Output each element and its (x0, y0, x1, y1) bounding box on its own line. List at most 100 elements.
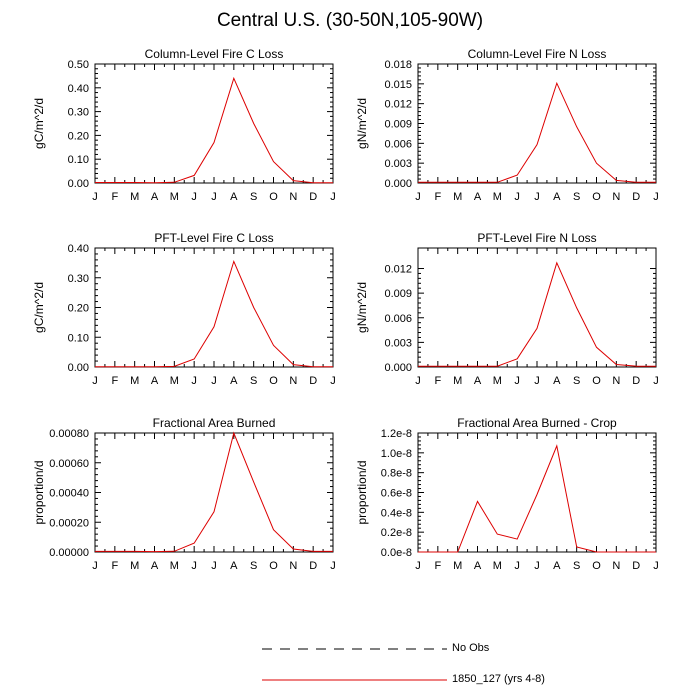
y-tick-label: 0.00040 (49, 488, 89, 500)
plot-frame (94, 432, 334, 553)
y-axis-label: proportion/d (355, 460, 369, 524)
y-tick-label: 0.40 (68, 243, 89, 255)
x-tick-label: S (250, 375, 257, 387)
series-line (418, 444, 656, 553)
x-tick-label: J (92, 560, 98, 572)
y-tick-label: 0.4e-8 (381, 507, 412, 519)
x-tick-label: O (592, 560, 601, 572)
x-tick-label: J (653, 191, 659, 203)
y-tick-label: 0.00000 (49, 547, 89, 559)
x-tick-label: M (453, 191, 462, 203)
x-tick-label: A (553, 375, 561, 387)
y-tick-label: 0.00 (68, 362, 89, 374)
x-tick-label: D (632, 375, 640, 387)
y-axis-label: gN/m^2/d (355, 98, 369, 149)
y-axis-label: proportion/d (32, 460, 46, 524)
y-tick-label: 0.000 (384, 362, 412, 374)
x-tick-label: F (434, 191, 441, 203)
x-tick-label: A (474, 560, 482, 572)
x-tick-label: M (130, 560, 139, 572)
x-tick-label: J (534, 375, 540, 387)
x-tick-label: J (191, 560, 197, 572)
y-tick-label: 0.30 (68, 273, 89, 285)
x-tick-label: A (553, 191, 561, 203)
y-tick-label: 0.0e-8 (381, 547, 412, 559)
x-tick-label: S (250, 560, 257, 572)
y-tick-label: 0.009 (384, 119, 412, 131)
y-tick-label: 0.015 (384, 79, 412, 91)
y-tick-label: 0.012 (384, 99, 412, 111)
x-tick-label: M (493, 560, 502, 572)
x-tick-label: O (269, 560, 278, 572)
x-tick-label: A (553, 560, 561, 572)
x-tick-label: N (289, 375, 297, 387)
x-tick-label: M (170, 560, 179, 572)
x-tick-label: O (592, 191, 601, 203)
x-tick-label: D (309, 560, 317, 572)
x-tick-label: O (269, 191, 278, 203)
y-tick-label: 0.006 (384, 138, 412, 150)
x-tick-label: J (191, 191, 197, 203)
x-tick-label: M (493, 375, 502, 387)
x-tick-label: J (514, 560, 520, 572)
x-tick-label: M (130, 375, 139, 387)
x-tick-label: N (612, 560, 620, 572)
y-tick-label: 0.00080 (49, 428, 89, 440)
series-line (95, 76, 333, 184)
chart-title: Column-Level Fire C Loss (145, 47, 284, 61)
y-tick-label: 0.009 (384, 288, 412, 300)
x-tick-label: D (309, 375, 317, 387)
series-line (95, 259, 333, 368)
y-tick-label: 0.10 (68, 332, 89, 344)
x-tick-label: M (493, 191, 502, 203)
y-tick-label: 0.10 (68, 154, 89, 166)
y-tick-label: 0.20 (68, 303, 89, 315)
x-tick-label: F (434, 375, 441, 387)
x-tick-label: J (330, 375, 336, 387)
x-tick-label: A (474, 375, 482, 387)
x-tick-label: N (612, 191, 620, 203)
x-tick-label: A (230, 375, 238, 387)
x-tick-label: F (111, 375, 118, 387)
y-axis-label: gN/m^2/d (355, 282, 369, 333)
x-tick-label: J (415, 191, 421, 203)
x-tick-label: J (514, 191, 520, 203)
x-tick-label: M (130, 191, 139, 203)
x-tick-label: M (170, 191, 179, 203)
x-tick-label: A (230, 560, 238, 572)
x-tick-label: N (289, 560, 297, 572)
x-tick-label: M (453, 375, 462, 387)
x-tick-label: J (211, 191, 217, 203)
x-tick-label: A (151, 560, 159, 572)
y-tick-label: 0.2e-8 (381, 527, 412, 539)
chart-title: Column-Level Fire N Loss (468, 47, 607, 61)
x-tick-label: N (289, 191, 297, 203)
plot-frame (417, 63, 657, 184)
page-title: Central U.S. (30-50N,105-90W) (216, 10, 484, 31)
y-tick-label: 0.00020 (49, 517, 89, 529)
y-tick-label: 0.006 (384, 313, 412, 325)
y-tick-label: 0.6e-8 (381, 488, 412, 500)
x-tick-label: S (573, 560, 580, 572)
x-tick-label: J (653, 375, 659, 387)
x-tick-label: J (415, 560, 421, 572)
x-tick-label: J (92, 375, 98, 387)
x-tick-label: J (211, 375, 217, 387)
x-tick-label: D (632, 560, 640, 572)
x-tick-label: O (269, 375, 278, 387)
y-tick-label: 0.8e-8 (381, 468, 412, 480)
y-tick-label: 0.018 (384, 59, 412, 71)
x-tick-label: F (111, 191, 118, 203)
y-tick-label: 0.20 (68, 130, 89, 142)
x-tick-label: J (534, 191, 540, 203)
chart-title: Fractional Area Burned (153, 416, 276, 430)
y-tick-label: 0.000 (384, 178, 412, 190)
x-tick-label: J (211, 560, 217, 572)
y-tick-label: 0.003 (384, 158, 412, 170)
x-tick-label: J (514, 375, 520, 387)
x-tick-label: D (632, 191, 640, 203)
